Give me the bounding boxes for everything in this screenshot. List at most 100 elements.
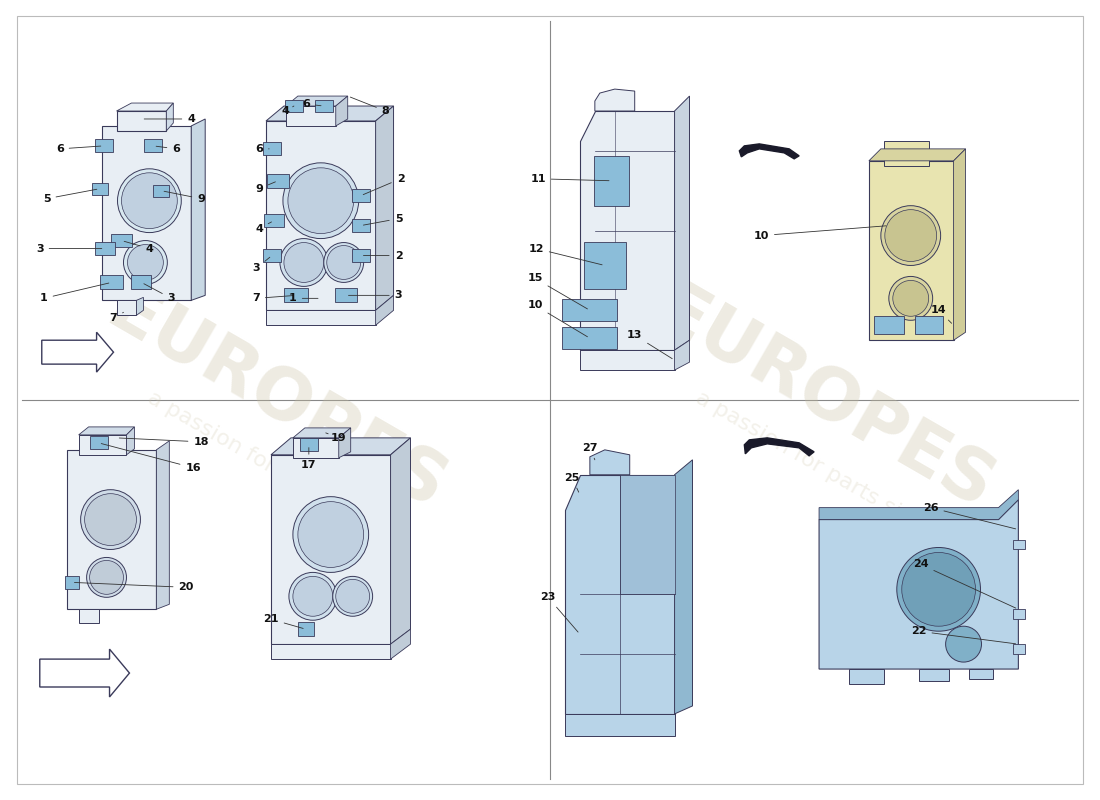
Polygon shape: [156, 441, 169, 610]
Polygon shape: [595, 89, 635, 111]
Text: 1: 1: [289, 294, 318, 303]
Circle shape: [298, 502, 364, 567]
Text: EUROPES: EUROPES: [642, 275, 1005, 525]
Circle shape: [946, 626, 981, 662]
Circle shape: [87, 558, 126, 598]
Text: 13: 13: [627, 330, 672, 358]
Text: 20: 20: [75, 582, 194, 592]
Text: 21: 21: [263, 614, 304, 629]
Bar: [334, 288, 356, 302]
Circle shape: [881, 206, 940, 266]
Bar: [562, 327, 617, 349]
Polygon shape: [117, 300, 136, 315]
Circle shape: [89, 561, 123, 594]
Polygon shape: [101, 126, 191, 300]
Polygon shape: [619, 474, 674, 594]
Circle shape: [118, 169, 182, 233]
Text: 4: 4: [255, 222, 272, 234]
Polygon shape: [849, 669, 883, 684]
Bar: [1013, 610, 1025, 619]
Text: 27: 27: [582, 443, 597, 460]
Text: 25: 25: [564, 473, 580, 492]
Circle shape: [283, 163, 359, 238]
Polygon shape: [883, 141, 928, 166]
Circle shape: [293, 576, 333, 616]
Text: 5: 5: [363, 214, 403, 225]
Polygon shape: [40, 649, 130, 697]
Polygon shape: [590, 450, 629, 474]
Bar: [300, 438, 318, 451]
Circle shape: [884, 210, 937, 262]
Polygon shape: [869, 161, 954, 340]
Circle shape: [327, 246, 361, 279]
Polygon shape: [67, 450, 156, 610]
Bar: [153, 185, 169, 197]
Bar: [594, 156, 629, 206]
Text: 6: 6: [255, 144, 270, 154]
Bar: [873, 316, 904, 334]
Text: 24: 24: [913, 559, 1015, 608]
Bar: [95, 139, 112, 152]
Circle shape: [336, 579, 370, 614]
Polygon shape: [286, 106, 336, 126]
Text: 17: 17: [301, 448, 317, 470]
Polygon shape: [375, 106, 394, 310]
Bar: [1013, 644, 1025, 654]
Bar: [110, 234, 132, 247]
Text: 10: 10: [527, 300, 587, 337]
Polygon shape: [117, 103, 174, 111]
Text: 3: 3: [36, 243, 102, 254]
Polygon shape: [271, 455, 390, 644]
Polygon shape: [565, 474, 674, 714]
Polygon shape: [126, 427, 134, 455]
Polygon shape: [336, 96, 348, 126]
Text: 26: 26: [923, 502, 1015, 529]
Polygon shape: [78, 435, 126, 455]
Polygon shape: [565, 714, 674, 736]
Text: 15: 15: [527, 274, 587, 309]
Bar: [144, 139, 163, 152]
Polygon shape: [78, 610, 99, 623]
Circle shape: [123, 241, 167, 285]
Polygon shape: [271, 438, 410, 455]
Polygon shape: [286, 96, 348, 106]
Text: 23: 23: [540, 592, 579, 632]
Polygon shape: [820, 500, 1019, 669]
Circle shape: [293, 497, 368, 572]
Text: 11: 11: [530, 174, 609, 184]
Polygon shape: [191, 119, 206, 300]
Bar: [562, 299, 617, 322]
Polygon shape: [266, 310, 375, 326]
Text: 9: 9: [164, 191, 206, 204]
Polygon shape: [42, 332, 113, 372]
Text: 12: 12: [528, 243, 602, 265]
Polygon shape: [293, 438, 339, 458]
Polygon shape: [78, 427, 134, 435]
Polygon shape: [580, 111, 674, 350]
Polygon shape: [674, 96, 690, 350]
Polygon shape: [739, 144, 799, 159]
Text: 3: 3: [349, 290, 403, 300]
Circle shape: [896, 547, 980, 631]
Text: 16: 16: [101, 443, 201, 473]
Text: 7: 7: [252, 294, 293, 303]
Text: 6: 6: [156, 144, 180, 154]
Polygon shape: [293, 428, 351, 438]
Bar: [285, 100, 303, 112]
Bar: [352, 219, 370, 232]
Text: 6: 6: [56, 144, 101, 154]
Text: 7: 7: [110, 312, 123, 323]
Bar: [352, 190, 370, 202]
Bar: [132, 275, 152, 290]
Circle shape: [893, 281, 928, 316]
Bar: [284, 288, 308, 302]
Text: 19: 19: [326, 433, 346, 443]
Bar: [100, 275, 123, 290]
Text: 4: 4: [124, 242, 153, 254]
Bar: [263, 249, 280, 262]
Polygon shape: [117, 111, 166, 131]
Text: a passion for parts since...: a passion for parts since...: [144, 387, 408, 552]
Circle shape: [121, 173, 177, 229]
Bar: [89, 436, 108, 450]
Text: 5: 5: [43, 190, 97, 204]
